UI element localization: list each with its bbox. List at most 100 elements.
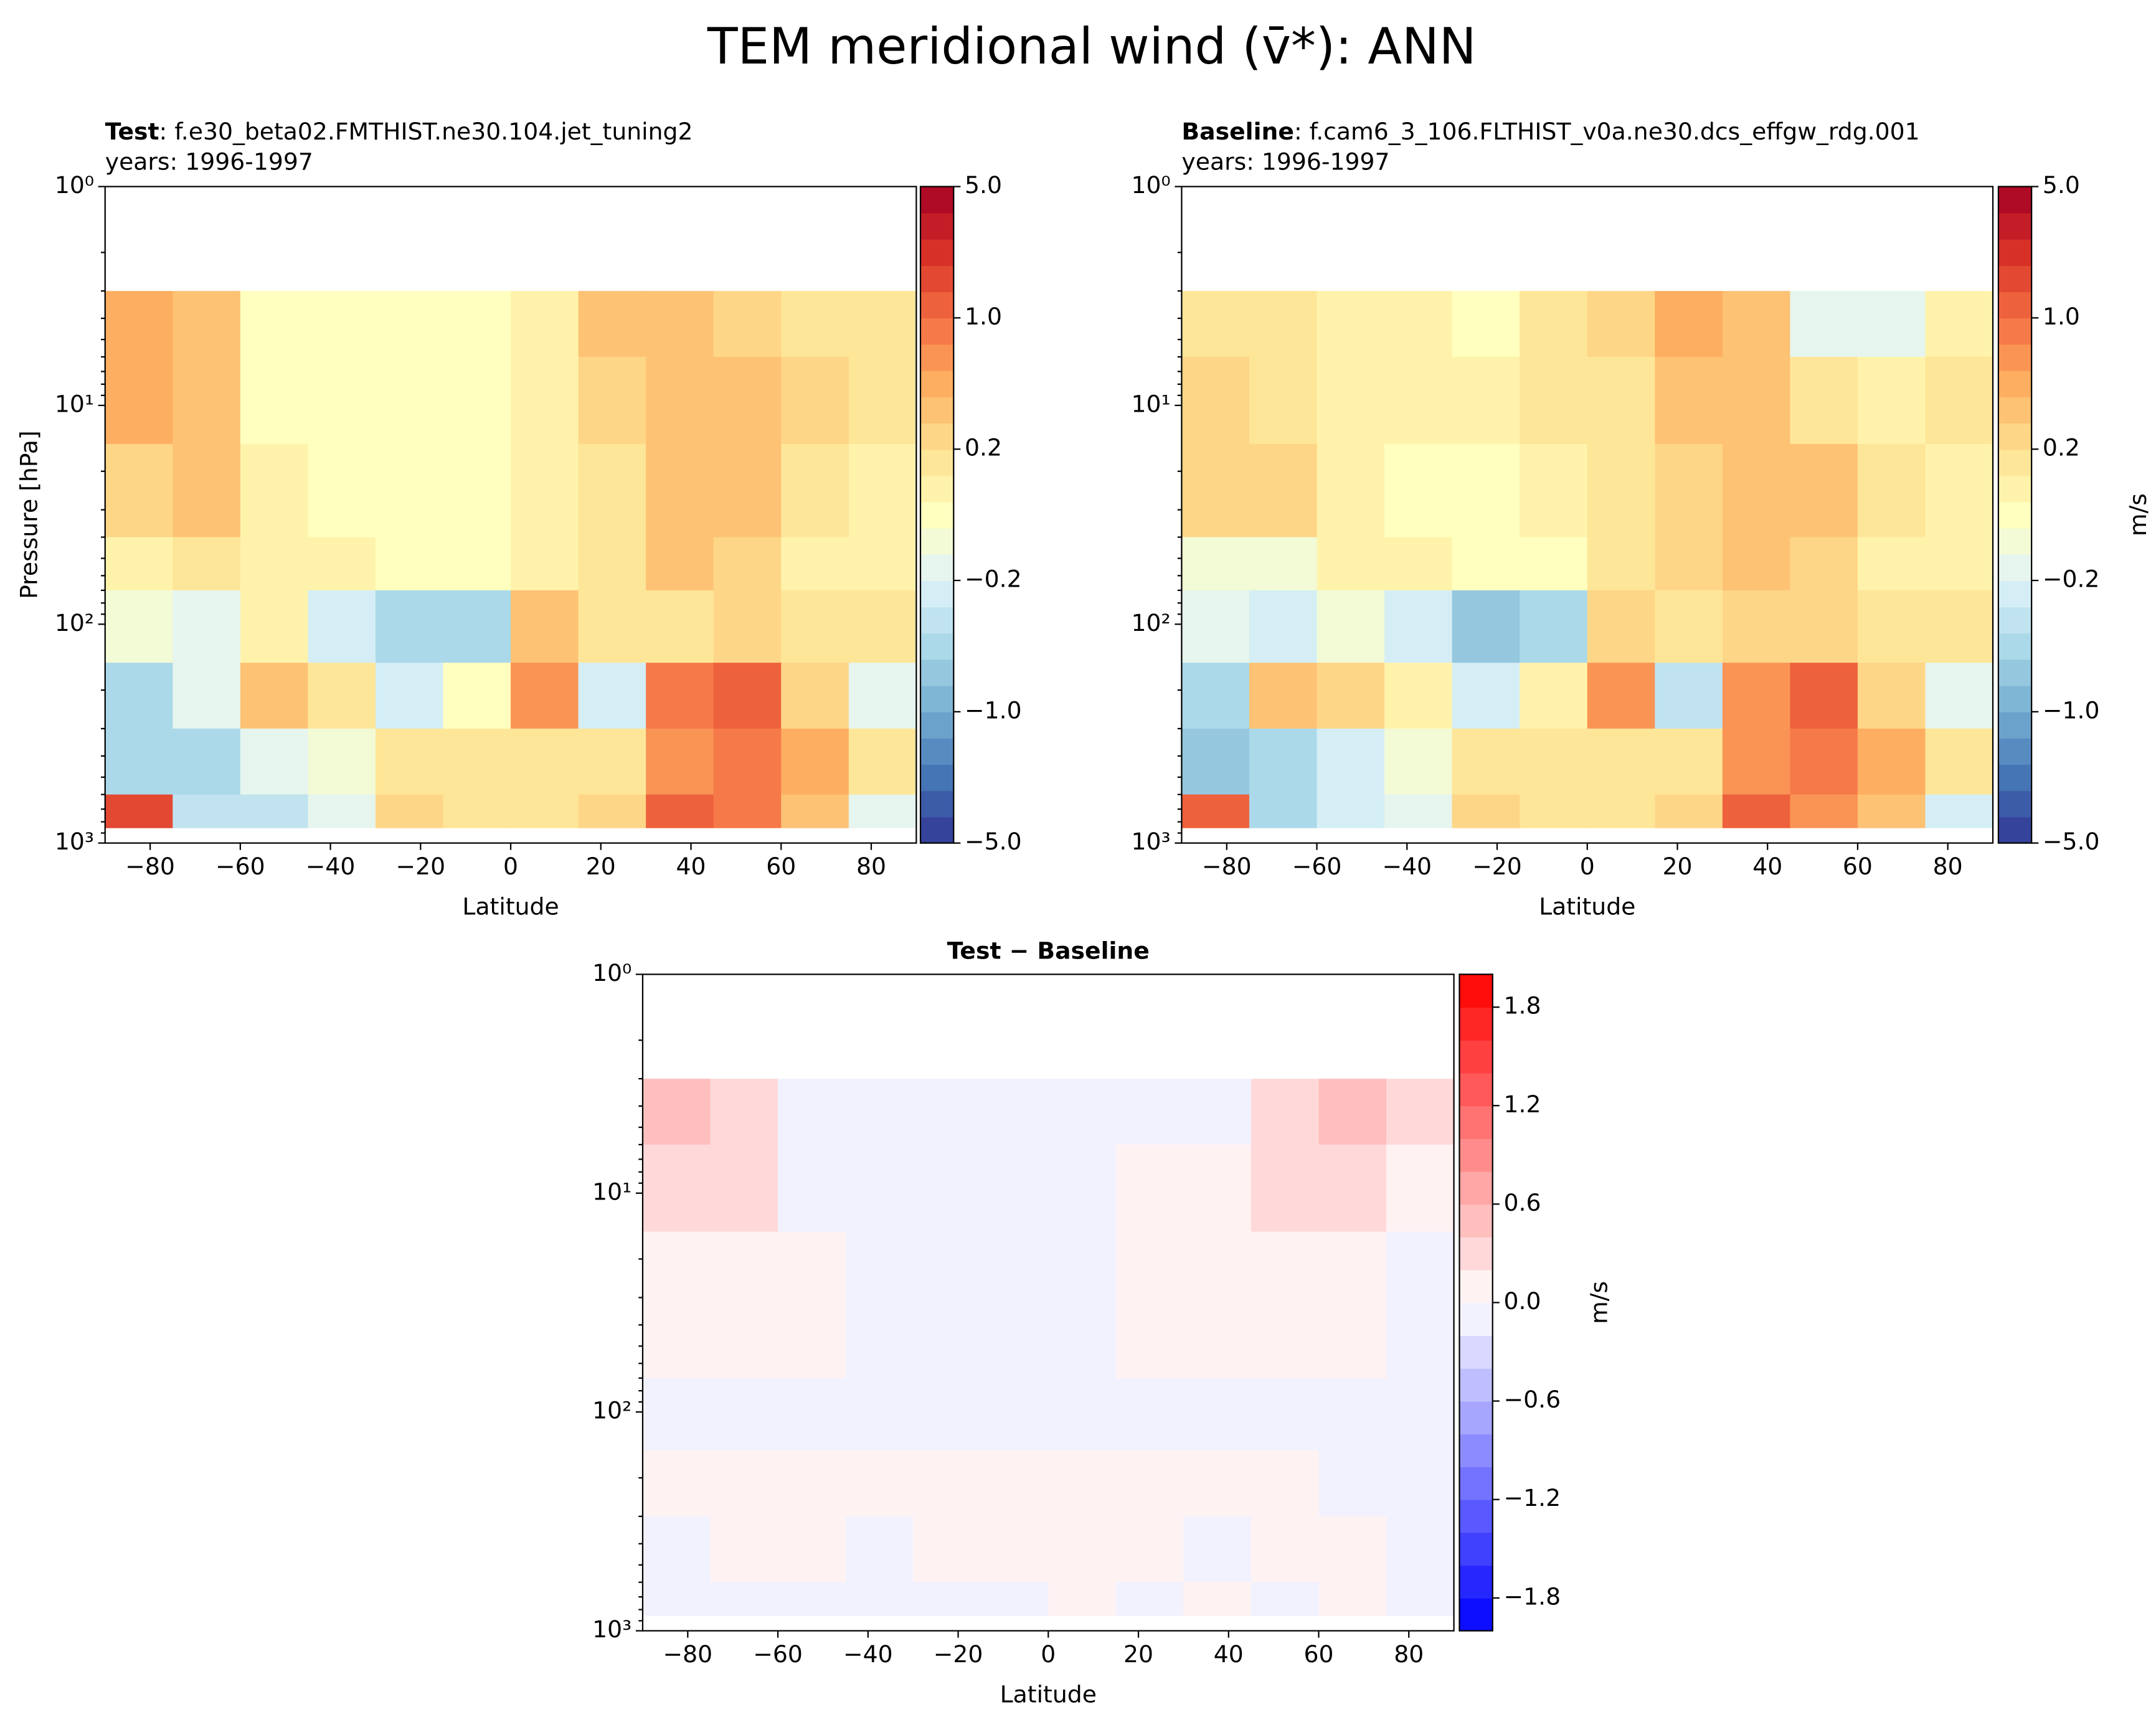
colorbar-band (1459, 974, 1493, 1008)
field-cell (308, 590, 376, 664)
field-cell (511, 356, 579, 445)
colorbar-band (1998, 370, 2032, 397)
field-cell (1520, 590, 1588, 664)
field-cell (1115, 1378, 1184, 1451)
field-cell (1925, 728, 1993, 795)
field-cell (710, 1450, 778, 1517)
field-cell (1317, 590, 1385, 664)
field-cell (1587, 728, 1656, 795)
colorbar-band (1459, 1269, 1493, 1303)
colorbar-tick-label: −1.8 (1503, 1582, 1561, 1610)
field-cell (1384, 728, 1453, 795)
panel-title: Test − Baseline (947, 937, 1150, 964)
field-cell (1317, 443, 1385, 538)
y-tick-label: 10¹ (1132, 390, 1171, 417)
field-cell (642, 1079, 711, 1145)
field-cell (240, 590, 309, 664)
colorbar-band (920, 212, 954, 240)
field-cell (1384, 537, 1453, 591)
field-cell (1318, 1079, 1387, 1145)
field-cell (913, 1079, 981, 1145)
x-tick-label: −60 (215, 853, 265, 880)
field-cell (1317, 537, 1385, 591)
field-cell (443, 728, 511, 795)
field-cell (781, 443, 849, 538)
case-label: Baseline (1181, 118, 1294, 145)
field-cell (173, 537, 241, 591)
field-cell (713, 794, 782, 828)
colorbar-band (1998, 659, 2032, 686)
panel-years: years: 1996-1997 (1181, 148, 1389, 175)
case-name: : f.cam6_3_106.FLTHIST_v0a.ne30.dcs_effg… (1294, 118, 1920, 145)
y-tick-label: 10¹ (592, 1178, 631, 1205)
field-cell (781, 291, 849, 357)
field-cell (1452, 537, 1521, 591)
field-cell (710, 1079, 778, 1145)
colorbar-band (1459, 1039, 1493, 1074)
field-cell (443, 443, 511, 538)
field-cell (105, 590, 174, 664)
field-cell (980, 1079, 1049, 1145)
y-tick-label: 10³ (592, 1616, 631, 1643)
x-tick-label: 0 (503, 853, 518, 880)
field-cell (1386, 1231, 1455, 1326)
field-cell (375, 728, 444, 795)
field-cell (646, 663, 714, 729)
panel-title: Test: f.e30_beta02.FMTHIST.ne30.104.jet_… (105, 118, 693, 145)
colorbar-band (920, 738, 954, 765)
field-cell (848, 663, 917, 729)
field-cell (308, 537, 376, 591)
field-cell (1655, 356, 1723, 445)
field-cell (1452, 443, 1521, 538)
field-cell (308, 794, 376, 828)
colorbar-frame (919, 186, 955, 844)
y-tick-label: 10³ (1132, 828, 1171, 855)
field-cell (713, 663, 782, 729)
field-cell (778, 1079, 846, 1145)
colorbar-band (1998, 764, 2032, 792)
colorbar-band (1459, 1597, 1493, 1632)
field-cell (1183, 1079, 1252, 1145)
field-cell (173, 443, 241, 538)
field-cell (710, 1516, 778, 1583)
field-cell (781, 356, 849, 445)
field-cell (1655, 590, 1723, 664)
field-cell (1857, 794, 1926, 828)
y-tick-label: 10⁰ (1132, 171, 1171, 199)
field-cell (1317, 356, 1385, 445)
field-cell (913, 1144, 981, 1232)
field-cell (1181, 356, 1250, 445)
field-cell (308, 728, 376, 795)
field-cell (1925, 663, 1993, 729)
field-cell (578, 590, 647, 664)
field-cell (240, 537, 309, 591)
colorbar-band (920, 239, 954, 266)
field-cell (1925, 443, 1993, 538)
field-cell (1115, 1079, 1184, 1145)
case-name: : f.e30_beta02.FMTHIST.ne30.104.jet_tuni… (159, 118, 693, 145)
colorbar-band (1998, 396, 2032, 423)
field-cell (845, 1079, 914, 1145)
field-cell (308, 443, 376, 538)
field-cell (1722, 663, 1791, 729)
field-cell (1115, 1231, 1184, 1326)
colorbar-band (1998, 580, 2032, 608)
field-cell (105, 728, 174, 795)
field-cell (1318, 1378, 1387, 1451)
field-cell (646, 728, 714, 795)
field-cell (913, 1231, 981, 1326)
field-cell (578, 663, 647, 729)
field-cell (1722, 794, 1791, 828)
field-cell (375, 590, 444, 664)
field-cell (578, 794, 647, 828)
field-cell (1048, 1450, 1117, 1517)
y-tick-label: 10² (55, 609, 94, 636)
field-cell (105, 794, 174, 828)
colorbar-band (1459, 1401, 1493, 1435)
field-cell (173, 663, 241, 729)
x-axis-label: Latitude (462, 892, 559, 920)
field-cell (1722, 356, 1791, 445)
field-cell (1183, 1378, 1252, 1451)
field-cell (1386, 1144, 1455, 1232)
field-cell (1183, 1325, 1252, 1379)
